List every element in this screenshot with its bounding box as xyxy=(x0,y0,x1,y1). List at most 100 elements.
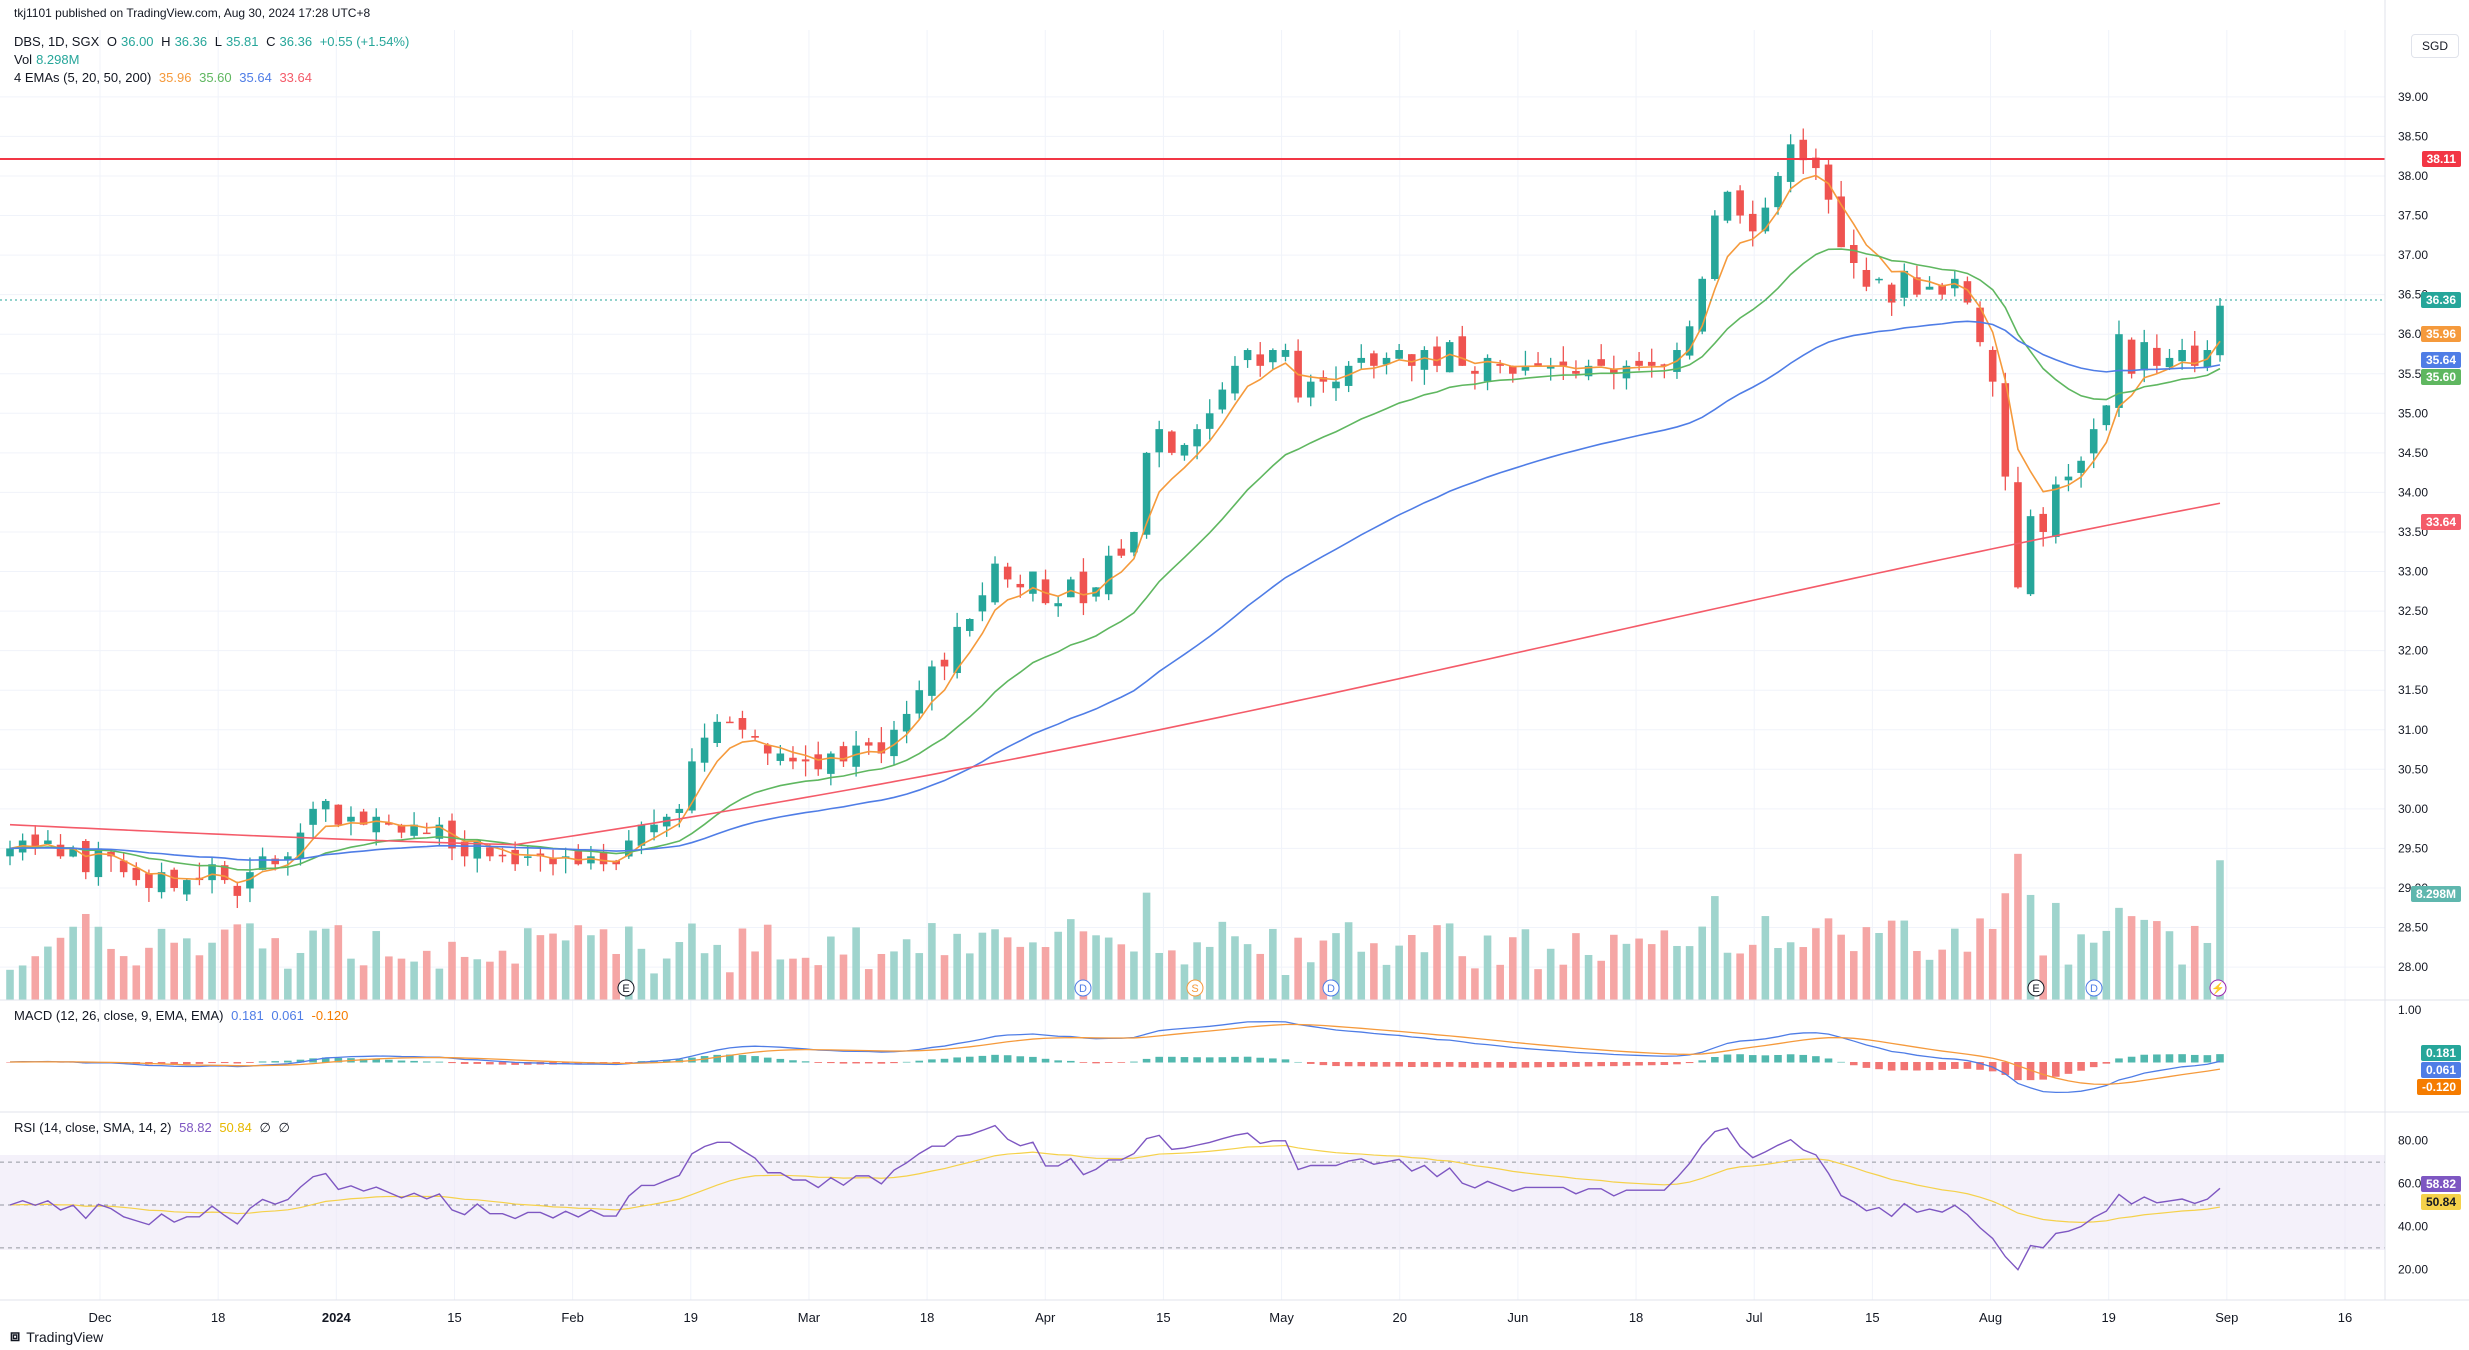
rsi-legend: RSI (14, close, SMA, 14, 2) 58.82 50.84 … xyxy=(14,1120,290,1135)
price-tick-label: 31.00 xyxy=(2398,723,2428,737)
volume-bar xyxy=(1849,951,1858,1000)
macd-histogram-bar xyxy=(1849,1062,1858,1066)
candle xyxy=(574,851,583,865)
macd-histogram-bar xyxy=(801,1061,810,1063)
volume-bar xyxy=(1243,944,1252,1000)
volume-bar xyxy=(1875,933,1883,1000)
candle xyxy=(1837,196,1845,248)
macd-histogram-bar xyxy=(1130,1061,1138,1063)
time-tick-label: 15 xyxy=(1865,1310,1879,1325)
macd-histogram-bar xyxy=(965,1056,974,1063)
candle xyxy=(1913,277,1921,295)
volume-value: 8.298M xyxy=(36,52,80,67)
candle xyxy=(915,690,924,714)
macd-histogram-bar xyxy=(1445,1062,1454,1067)
volume-bar xyxy=(2140,919,2149,1000)
candle xyxy=(511,849,519,865)
volume-bar xyxy=(334,925,343,1000)
volume-bar xyxy=(1104,937,1113,1000)
volume-bar xyxy=(1534,969,1542,1000)
macd-histogram-bar xyxy=(1546,1062,1555,1068)
volume-bar xyxy=(2153,921,2161,1000)
volume-bar xyxy=(2089,942,2098,1000)
macd-histogram-bar xyxy=(1521,1062,1530,1068)
candle xyxy=(460,841,469,857)
macd-histogram-bar xyxy=(195,1062,204,1064)
macd-histogram-bar xyxy=(1698,1060,1707,1063)
candle xyxy=(1483,357,1492,382)
candle xyxy=(410,824,418,836)
macd-line xyxy=(9,1020,2221,1093)
macd-histogram-bar xyxy=(1837,1061,1845,1063)
candle xyxy=(1509,365,1517,374)
macd-histogram-bar xyxy=(1205,1057,1214,1063)
volume-bar xyxy=(410,961,418,1000)
candle xyxy=(1231,365,1239,394)
macd-histogram-bar xyxy=(385,1059,393,1063)
candle xyxy=(587,856,595,864)
volume-bar xyxy=(612,953,620,1000)
macd-histogram-bar xyxy=(713,1054,721,1063)
time-tick-label: 19 xyxy=(2101,1310,2115,1325)
candle xyxy=(69,848,77,857)
macd-histogram-bar xyxy=(1736,1054,1744,1063)
volume-bar xyxy=(170,942,178,1000)
time-tick-label: Apr xyxy=(1035,1310,1056,1325)
candle xyxy=(839,746,848,762)
candle xyxy=(1748,213,1757,232)
publisher-line: tkj1101 published on TradingView.com, Au… xyxy=(14,6,371,20)
volume-bar xyxy=(1546,948,1555,1000)
candle xyxy=(94,848,103,878)
candle xyxy=(1407,354,1416,366)
volume-bar xyxy=(2014,853,2022,1000)
macd-histogram-bar xyxy=(2039,1062,2047,1080)
event-marker-icon: D xyxy=(2085,979,2103,997)
volume-bar xyxy=(2203,942,2212,1000)
ema5-line xyxy=(9,174,2221,884)
macd-histogram-bar xyxy=(1168,1056,1176,1063)
volume-bar xyxy=(662,958,671,1000)
macd-histogram-bar xyxy=(1509,1062,1517,1068)
volume-bar xyxy=(321,928,330,1000)
macd-histogram-bar xyxy=(915,1060,924,1063)
candle xyxy=(2064,476,2073,481)
candle xyxy=(776,753,785,761)
volume-bar xyxy=(839,954,848,1000)
currency-selector[interactable]: SGD xyxy=(2411,34,2459,58)
low-value: 35.81 xyxy=(225,34,259,49)
volume-bar xyxy=(2064,964,2073,1000)
candle xyxy=(1054,603,1062,607)
volume-bar xyxy=(208,942,216,1000)
svg-text:D: D xyxy=(2090,983,2098,995)
macd-histogram-bar xyxy=(1319,1062,1328,1066)
macd-histogram-bar xyxy=(2190,1054,2199,1063)
candle xyxy=(523,856,532,858)
candle xyxy=(1458,336,1467,366)
candle xyxy=(1963,281,1972,303)
candle xyxy=(1496,363,1504,366)
macd-histogram-bar xyxy=(991,1054,999,1063)
candle xyxy=(119,860,128,873)
candle xyxy=(296,832,305,859)
volume-bar xyxy=(69,926,77,1000)
candle xyxy=(1647,361,1656,366)
price-tick-label: 36.50 xyxy=(2398,288,2428,302)
volume-bar xyxy=(625,926,633,1000)
volume-bar xyxy=(1231,936,1239,1000)
candle xyxy=(1900,270,1909,298)
ema5-value: 35.96 xyxy=(158,70,192,85)
volume-bar xyxy=(1079,931,1088,1000)
volume-bar xyxy=(1041,947,1050,1000)
candle xyxy=(789,757,797,762)
volume-bar xyxy=(561,940,570,1000)
candle xyxy=(890,729,898,757)
price-tick-label: 31.50 xyxy=(2398,683,2428,697)
volume-bar xyxy=(157,928,166,1000)
macd-histogram-bar xyxy=(1673,1062,1681,1065)
volume-bar xyxy=(965,953,974,1000)
volume-bar xyxy=(928,923,936,1000)
macd-histogram-bar xyxy=(1471,1062,1479,1068)
volume-bar xyxy=(1433,925,1441,1000)
volume-bar xyxy=(1205,946,1214,1000)
